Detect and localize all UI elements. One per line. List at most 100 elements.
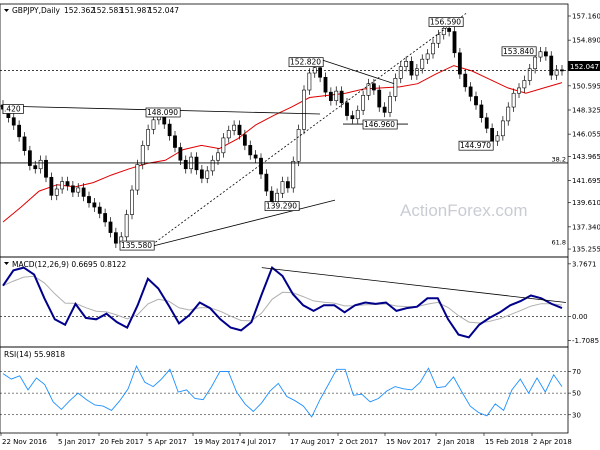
candle-body (92, 202, 97, 208)
candle-body (398, 66, 403, 79)
candle-body (495, 135, 500, 142)
candle-body (436, 34, 441, 44)
x-tick-label: 20 Feb 2017 (100, 438, 144, 446)
level-label-box (501, 46, 537, 57)
candle-body (221, 137, 226, 154)
current-price-label: 152.047 (570, 63, 599, 71)
macd-signal-line (2, 275, 563, 324)
candle-body (468, 86, 473, 97)
candle-body (38, 159, 43, 170)
level-label-box (288, 57, 324, 68)
candle-body (323, 76, 328, 93)
level-label: 135.580 (121, 241, 152, 250)
macd-tick-label: 3.7671 (572, 260, 597, 268)
candle-body (49, 176, 54, 196)
y-tick-label: 150.595 (572, 82, 600, 90)
candle-body (194, 156, 199, 171)
ohlc-low: 151.987 (120, 6, 151, 15)
candle-body (65, 181, 70, 187)
candle-body (527, 68, 532, 81)
level-label-box (458, 140, 494, 151)
candle-body (339, 90, 344, 104)
candle-body (479, 104, 484, 119)
x-tick-label: 17 Aug 2017 (290, 438, 335, 446)
candle-body (404, 61, 409, 67)
candle-body (151, 119, 156, 130)
candle-body (205, 170, 210, 179)
candle-body (146, 129, 151, 146)
x-tick-label: 2 Apr 2018 (533, 438, 572, 446)
candle-body (543, 51, 548, 57)
candle-body (366, 83, 371, 96)
macd-tick-label: -1.7085 (572, 337, 599, 345)
level-label: .420 (4, 104, 21, 113)
level-label: 139.290 (266, 202, 297, 211)
x-tick-label: 2 Jan 2018 (437, 438, 475, 446)
candle-body (431, 42, 435, 55)
rsi-panel: 70 50 30 (0, 364, 581, 419)
y-tick-label: 146.055 (572, 131, 600, 139)
candle-body (490, 128, 495, 142)
macd-header: MACD(12,26,9) 0.6695 0.8122 (4, 260, 126, 269)
candle-body (232, 124, 237, 131)
header-group: GBPJPY,Daily 152.362 152.583 151.987 152… (4, 6, 179, 15)
macd-label: MACD(12,26,9) 0.6695 0.8122 (12, 260, 126, 269)
level-label: 152.820 (290, 58, 321, 67)
symbol-label: GBPJPY,Daily (12, 6, 61, 15)
candle-body (259, 157, 263, 175)
level-label: 153.840 (503, 47, 534, 56)
x-tick-label: 2 Oct 2017 (339, 438, 378, 446)
candle-body (199, 169, 204, 179)
candle-body (11, 117, 16, 126)
candle-body (108, 221, 113, 233)
candle-body (140, 145, 145, 165)
macd-line (2, 265, 563, 339)
y-tick-label: 143.965 (572, 153, 600, 161)
candle-body (538, 51, 543, 58)
x-tick-label: 19 May 2017 (194, 438, 240, 446)
candle-body (242, 134, 247, 146)
x-tick-label: 5 Apr 2017 (148, 438, 187, 446)
fib-label: 61.8 (552, 238, 566, 246)
ohlc-open: 152.362 (64, 6, 95, 15)
collapse-arrow-icon (4, 9, 9, 12)
rsi-label: RSI(14) 55.9818 (4, 350, 65, 359)
x-tick-label: 15 Feb 2018 (485, 438, 529, 446)
candle-body (441, 28, 446, 36)
candle-body (371, 83, 376, 91)
candle-body (452, 31, 457, 54)
level-label-box (119, 240, 155, 251)
candle-body (474, 96, 478, 106)
current-price-badge (568, 61, 600, 71)
candle-body (549, 55, 554, 76)
candle-body (388, 96, 392, 113)
level-label-box (145, 107, 181, 118)
candle-body (280, 181, 285, 194)
rsi-panel-frame (0, 346, 569, 434)
candle-body (70, 185, 75, 193)
x-axis: 22 Nov 2016 5 Jan 2017 20 Feb 2017 5 Apr 20… (0, 433, 572, 446)
y-tick-label: 137.340 (572, 223, 600, 231)
candle-body (124, 214, 129, 238)
macd-tick-label: 0.00 (572, 313, 588, 321)
y-tick-label: 148.325 (572, 106, 600, 114)
candle-body (130, 189, 134, 215)
candle-body (76, 187, 81, 193)
candle-body (178, 147, 183, 161)
candle-body (484, 117, 489, 129)
level-label: 148.090 (147, 108, 178, 117)
candle-body (103, 213, 108, 223)
candle-body (345, 102, 349, 116)
macd-collapse-icon (4, 262, 9, 265)
candle-body (463, 73, 468, 88)
candle-body (87, 196, 91, 204)
candle-body (361, 95, 366, 111)
candle-body (328, 91, 333, 101)
candle-body (500, 120, 505, 137)
watermark: ActionForex.com (400, 201, 528, 220)
y-tick-label: 154.890 (572, 37, 600, 45)
candle-body (393, 78, 398, 97)
x-tick-label: 4 Jul 2017 (241, 438, 276, 446)
